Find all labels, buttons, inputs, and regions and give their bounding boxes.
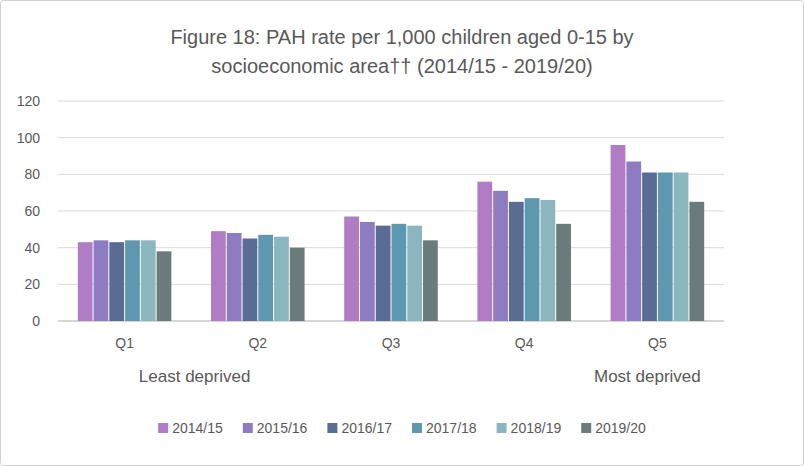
bar: [109, 242, 124, 321]
bar: [258, 235, 273, 321]
bar: [525, 198, 540, 321]
bars: [78, 145, 704, 321]
bar: [227, 233, 242, 321]
bar: [157, 251, 172, 321]
bar: [78, 242, 93, 321]
x-tick-label: Q1: [115, 335, 134, 351]
chart-frame: [1, 1, 804, 466]
x-tick-label: Q2: [248, 335, 267, 351]
legend-swatch: [497, 423, 507, 433]
bar: [642, 173, 657, 322]
legend-label: 2017/18: [426, 420, 477, 436]
bar: [611, 145, 626, 321]
bar: [376, 226, 391, 321]
legend: 2014/15 2015/16 2016/17 2017/18 2018/19 2019/…: [158, 420, 646, 436]
bar: [125, 240, 140, 321]
legend-swatch: [327, 423, 337, 433]
legend-swatch: [581, 423, 591, 433]
legend-swatch: [158, 423, 168, 433]
bar: [493, 191, 508, 321]
x-tick-label: Q5: [648, 335, 667, 351]
bar: [94, 240, 109, 321]
bar: [407, 226, 422, 321]
legend-item: 2019/20: [581, 420, 646, 436]
bar: [674, 173, 689, 322]
bar: [626, 162, 641, 322]
legend-label: 2014/15: [172, 420, 223, 436]
legend-item: 2018/19: [497, 420, 562, 436]
bar: [509, 202, 524, 321]
bar: [360, 222, 375, 321]
legend-swatch: [243, 423, 253, 433]
bar: [243, 239, 258, 322]
legend-label: 2018/19: [511, 420, 562, 436]
y-tick-label: 100: [17, 130, 41, 146]
legend-item: 2015/16: [243, 420, 308, 436]
y-tick-label: 40: [24, 240, 40, 256]
bar: [141, 240, 156, 321]
legend-item: 2017/18: [412, 420, 477, 436]
legend-item: 2016/17: [327, 420, 392, 436]
legend-swatch: [412, 423, 422, 433]
y-tick-label: 20: [24, 276, 40, 292]
bar: [540, 200, 555, 321]
legend-item: 2014/15: [158, 420, 223, 436]
bar: [423, 240, 438, 321]
bar: [290, 248, 305, 321]
bar: [344, 217, 359, 322]
y-tick-label: 120: [17, 93, 41, 109]
title: Figure 18: PAH rate per 1,000 children a…: [170, 26, 633, 77]
y-tick-label: 60: [24, 203, 40, 219]
chart: Figure 18: PAH rate per 1,000 children a…: [0, 0, 804, 466]
bar: [689, 202, 704, 321]
x-tick-label: Q3: [382, 335, 401, 351]
bar: [274, 237, 289, 321]
legend-label: 2015/16: [257, 420, 308, 436]
grid-line: [58, 137, 724, 138]
legend-label: 2016/17: [341, 420, 392, 436]
bar: [477, 182, 492, 321]
bar: [392, 224, 407, 321]
grid-line: [58, 101, 724, 102]
annotation: Least deprived: [139, 367, 251, 386]
y-tick-label: 0: [32, 313, 40, 329]
bar: [211, 231, 226, 321]
legend-label: 2019/20: [595, 420, 646, 436]
bar: [658, 173, 673, 322]
x-tick-label: Q4: [515, 335, 534, 351]
y-tick-label: 80: [24, 166, 40, 182]
bar: [556, 224, 571, 321]
annotation: Most deprived: [594, 367, 701, 386]
